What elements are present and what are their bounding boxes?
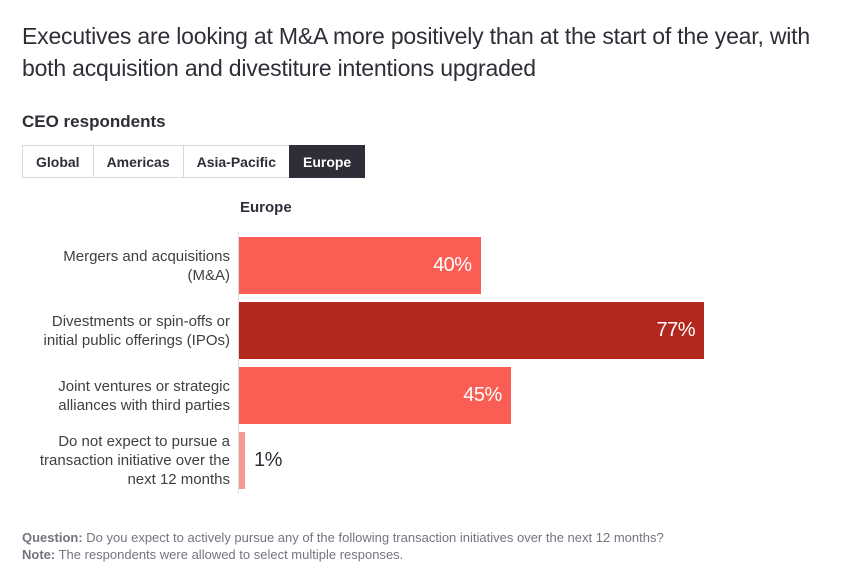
bar-chart: Europe Mergers and acquisitions (M&A) 40%… (22, 199, 843, 493)
chart-row: Do not expect to pursue a transaction in… (22, 432, 843, 489)
category-label: Divestments or spin-offs or initial publ… (43, 312, 230, 349)
tab-americas[interactable]: Americas (92, 145, 184, 178)
footer-note-text: The respondents were allowed to select m… (58, 547, 404, 562)
tab-global[interactable]: Global (22, 145, 94, 178)
chart-footer: Question: Do you expect to actively purs… (22, 529, 843, 563)
footer-note-label: Note: (22, 547, 56, 562)
footer-note: Note: The respondents were allowed to se… (22, 546, 843, 563)
bar (239, 432, 246, 489)
bar-track: 1% (239, 432, 843, 489)
region-tabs: Global Americas Asia-Pacific Europe (22, 145, 366, 178)
footer-question: Question: Do you expect to actively purs… (22, 529, 843, 546)
category-label: Do not expect to pursue a transaction in… (39, 433, 230, 488)
value-label: 1% (254, 449, 282, 471)
chart-row: Mergers and acquisitions (M&A) 40% (22, 237, 843, 294)
chart-row: Joint ventures or strategic alliances wi… (22, 367, 843, 424)
bar: 40% (239, 237, 481, 294)
footer-question-text: Do you expect to actively pursue any of … (86, 530, 664, 545)
page-title: Executives are looking at M&A more posit… (22, 23, 810, 81)
value-label: 77% (656, 319, 696, 341)
bar-track: 40% (239, 237, 843, 294)
bar-track: 77% (239, 302, 843, 359)
value-label: 40% (433, 254, 472, 276)
tab-asia-pacific[interactable]: Asia-Pacific (182, 145, 290, 178)
category-label: Mergers and acquisitions (M&A) (63, 247, 230, 284)
footer-question-label: Question: (22, 530, 83, 545)
value-label: 45% (463, 384, 502, 406)
tab-europe[interactable]: Europe (288, 145, 366, 178)
chart-column-header: Europe (240, 199, 292, 216)
section-subtitle: CEO respondents (22, 112, 166, 131)
chart-row: Divestments or spin-offs or initial publ… (22, 302, 843, 359)
bar-track: 45% (239, 367, 843, 424)
bar: 77% (239, 302, 705, 359)
category-label: Joint ventures or strategic alliances wi… (58, 377, 230, 414)
chart-body: Mergers and acquisitions (M&A) 40% Divestm… (22, 232, 843, 493)
bar: 45% (239, 367, 511, 424)
